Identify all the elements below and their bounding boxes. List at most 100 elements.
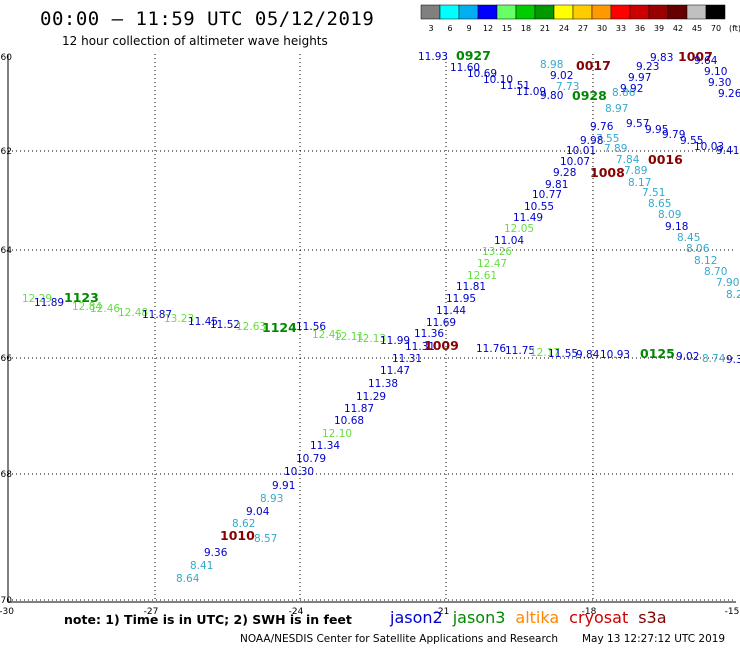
wave-height-label: 13.26 (482, 246, 512, 258)
grid-lines (8, 54, 736, 602)
legend-s3a: s3a (638, 608, 667, 627)
colorbar-label: 3 (428, 24, 433, 33)
wave-height-label: 10.55 (524, 201, 554, 213)
track-time-label: 1124 (262, 320, 297, 335)
map-frame (7, 54, 736, 603)
wave-height-label: 12.84 (72, 301, 102, 313)
wave-height-label: 10.10 (483, 74, 513, 86)
wave-height-label: 9.02 (676, 351, 699, 363)
wave-height-label: 10.03 (694, 141, 724, 153)
wave-height-label: 9.55 (680, 135, 703, 147)
wave-height-label: 9.76 (590, 121, 614, 133)
y-tick-label: -62 (0, 147, 12, 157)
wave-height-label: 11.75 (505, 345, 535, 357)
wave-height-label: 8.97 (605, 103, 628, 115)
wave-height-label: 11.52 (210, 319, 240, 331)
track-time-label: 0125 (640, 346, 675, 361)
track-time-label: 1123 (64, 290, 99, 305)
track-time-label: 0928 (572, 88, 607, 103)
wave-height-label: 10.07 (560, 156, 590, 168)
colorbar-swatch (572, 4, 593, 20)
wave-height-label: 9.83 (650, 52, 673, 64)
y-tick-label: -68 (0, 470, 12, 480)
wave-height-label: 9.3 (726, 354, 740, 366)
colorbar-swatch (610, 4, 631, 20)
track-time-label: 1010 (220, 528, 255, 543)
wave-height-label: 7.51 (642, 187, 665, 199)
wave-height-label: 7.89 (604, 143, 627, 155)
wave-height-label: 11.34 (310, 440, 340, 452)
wave-height-label: 11.31 (392, 353, 422, 365)
colorbar-swatch (686, 4, 707, 20)
colorbar-label: 12 (483, 24, 493, 33)
y-tick-label: -70 (0, 596, 12, 606)
track-time-label: 0927 (456, 48, 491, 63)
wave-height-label: 11.49 (513, 212, 543, 224)
wave-height-label: 8.65 (648, 198, 671, 210)
wave-height-label: 11.38 (368, 378, 398, 390)
x-tick-label: -18 (582, 607, 597, 617)
wave-height-label: 10.93 (600, 349, 630, 361)
colorbar-label: 24 (559, 24, 569, 33)
wave-height-label: 11.51 (500, 80, 530, 92)
wave-height-label: 9.18 (665, 221, 688, 233)
wave-height-label: 7.90 (716, 277, 739, 289)
colorbar-label: 21 (540, 24, 550, 33)
wave-height-label: 11.56 (296, 321, 326, 333)
colorbar-swatch (629, 4, 650, 20)
wave-height-label: 11.81 (456, 281, 486, 293)
wave-height-label: 12.45 (312, 329, 342, 341)
colorbar-label: 70 (711, 24, 721, 33)
wave-height-label: 8.93 (260, 493, 283, 505)
track-time-label: 1008 (590, 165, 625, 180)
wave-height-label: 11.36 (414, 328, 444, 340)
wave-height-label: 8.86 (612, 87, 636, 99)
wave-height-label: 8.45 (677, 232, 700, 244)
x-tick-label: -27 (144, 607, 159, 617)
colorbar-swatch (515, 4, 536, 20)
wave-height-label: 8.12 (694, 255, 717, 267)
y-tick-label: -60 (0, 53, 12, 63)
colorbar-swatch (458, 4, 479, 20)
wave-height-label: 12.47 (477, 258, 507, 270)
wave-height-label: 11.99 (380, 335, 410, 347)
legend-cryosat: cryosat (569, 608, 629, 627)
wave-height-label: 7.89 (624, 165, 647, 177)
wave-height-label: 9.79 (662, 129, 685, 141)
wave-height-label: 8.06 (686, 243, 710, 255)
wave-height-label: 8.2 (726, 289, 740, 301)
wave-height-label: 10.79 (296, 453, 326, 465)
wave-height-label: 10.77 (532, 189, 562, 201)
colorbar-swatch (534, 4, 555, 20)
wave-height-label: 12.29 (22, 293, 52, 305)
colorbar-label: 27 (578, 24, 588, 33)
wave-height-label: 8.64 (176, 573, 200, 585)
colorbar-swatch (439, 4, 460, 20)
colorbar-label: 15 (502, 24, 512, 33)
wave-height-label: 9.95 (645, 124, 668, 136)
wave-height-label: 11.29 (356, 391, 386, 403)
wave-height-label: 12.61 (467, 270, 497, 282)
wave-height-label: 9.80 (540, 90, 563, 102)
wave-height-label: 9.97 (628, 72, 651, 84)
corner-tick-label: -30 (0, 607, 14, 617)
wave-height-label: 10.30 (284, 466, 314, 478)
wave-height-label: 11.60 (450, 62, 480, 74)
wave-height-label: 11.87 (344, 403, 374, 415)
wave-height-label: 8.98 (540, 59, 563, 71)
colorbar-label: 36 (635, 24, 645, 33)
footer-credit: NOAA/NESDIS Center for Satellite Applica… (240, 633, 558, 645)
wave-height-label: 9.28 (553, 167, 576, 179)
wave-height-label: 10.69 (467, 68, 497, 80)
wave-height-label: 9.26 (718, 88, 740, 100)
page-title: 00:00 – 11:59 UTC 05/12/2019 (40, 8, 375, 30)
wave-height-label: 10.68 (334, 415, 364, 427)
wave-height-label: 9.64 (694, 55, 718, 67)
colorbar-swatch (496, 4, 517, 20)
colorbar-swatch (553, 4, 574, 20)
track-time-label: 1009 (424, 338, 459, 353)
wave-height-label: 9.91 (272, 480, 295, 492)
wave-height-label: 12.48 (118, 307, 148, 319)
